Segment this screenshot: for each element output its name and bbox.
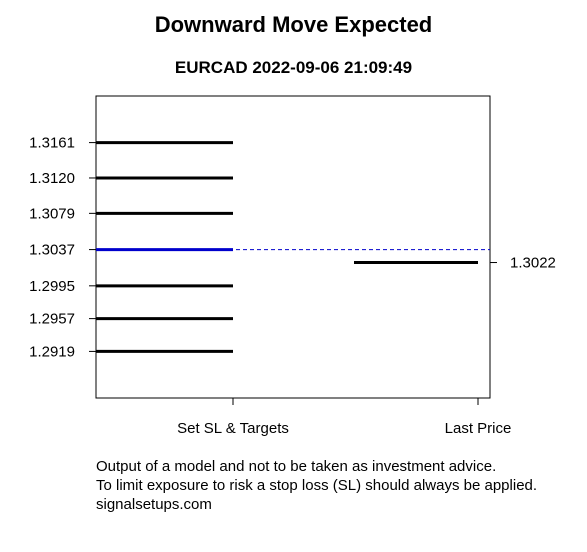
- chart-subtitle: EURCAD 2022-09-06 21:09:49: [174, 58, 413, 77]
- last-price-label: 1.3022: [510, 255, 556, 272]
- y-tick-label-5: 1.2957: [29, 311, 75, 328]
- x-tick-label-1: Last Price: [445, 420, 512, 437]
- x-axis: Set SL & Targets Last Price: [177, 398, 511, 437]
- y-tick-label-0: 1.3161: [29, 135, 75, 152]
- chart-title: Downward Move Expected: [154, 12, 433, 37]
- y-tick-label-1: 1.3120: [29, 170, 75, 187]
- plot-frame: [95, 95, 491, 399]
- disclaimer-line-1: Output of a model and not to be taken as…: [96, 458, 497, 475]
- x-tick-label-0: Set SL & Targets: [177, 420, 289, 437]
- disclaimer-line-2: To limit exposure to risk a stop loss (S…: [96, 477, 538, 494]
- y-tick-label-3: 1.3037: [29, 242, 75, 259]
- y-tick-label-4: 1.2995: [29, 278, 75, 295]
- level-marks: [96, 141, 490, 353]
- y-axis: 1.3161 1.3120 1.3079 1.3037 1.2995 1.2957 1.29…: [29, 135, 96, 360]
- last-price-axis: 1.3022: [490, 255, 556, 272]
- y-tick-label-6: 1.2919: [29, 343, 75, 360]
- website-text: signalsetups.com: [96, 496, 212, 513]
- y-tick-label-2: 1.3079: [29, 205, 75, 222]
